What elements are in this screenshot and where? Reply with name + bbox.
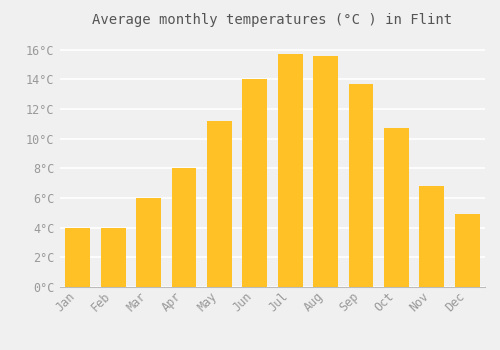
Bar — [455, 214, 479, 287]
Bar — [420, 186, 444, 287]
Bar — [242, 79, 267, 287]
Bar — [66, 228, 90, 287]
Bar — [384, 128, 409, 287]
Bar — [136, 198, 161, 287]
Title: Average monthly temperatures (°C ) in Flint: Average monthly temperatures (°C ) in Fl… — [92, 13, 452, 27]
Bar — [207, 121, 232, 287]
Bar — [348, 84, 374, 287]
Bar — [278, 54, 302, 287]
Bar — [313, 56, 338, 287]
Bar — [172, 168, 196, 287]
Bar — [100, 228, 126, 287]
